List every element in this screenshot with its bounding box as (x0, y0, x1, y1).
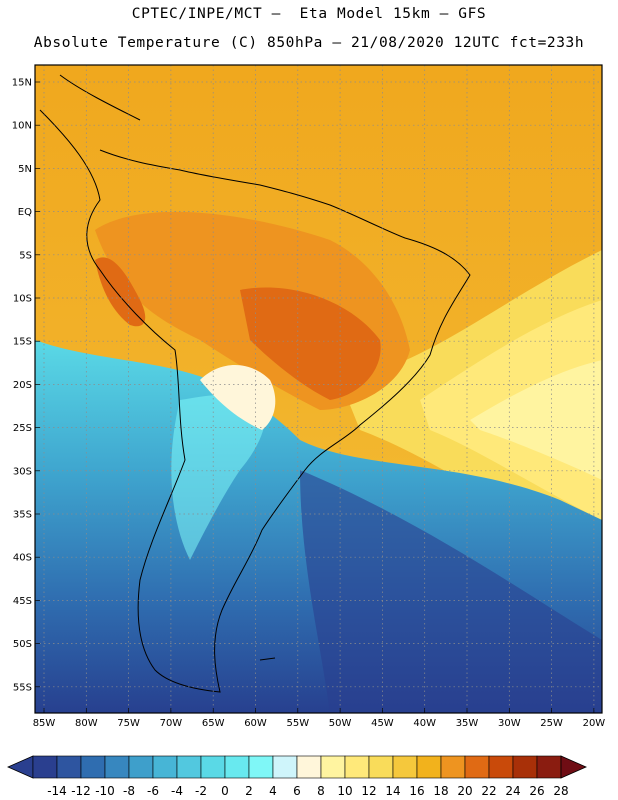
colorbar-cell (128, 755, 154, 779)
colorbar-label: -6 (147, 784, 159, 798)
lat-label: 10S (13, 294, 32, 305)
colorbar-label: -2 (195, 784, 207, 798)
lon-label: 35W (456, 718, 479, 729)
colorbar-cell (176, 755, 202, 779)
colorbar-label: 22 (481, 784, 496, 798)
lon-label: 70W (160, 718, 183, 729)
colorbar-label: 28 (553, 784, 568, 798)
longitude-labels: 85W 80W 75W 70W 65W 60W 55W 50W 45W 40W 35W 30W 25W 2… (33, 718, 606, 729)
lat-label: 20S (13, 380, 32, 391)
colorbar-label: 16 (409, 784, 424, 798)
colorbar-cell (152, 755, 178, 779)
lat-label: 55S (13, 682, 32, 693)
colorbar-cell (320, 755, 346, 779)
colorbar-label: 24 (505, 784, 520, 798)
colorbar-cell (368, 755, 394, 779)
lat-label: 25S (13, 423, 32, 434)
lat-label: 5S (19, 250, 32, 261)
lon-label: 25W (540, 718, 563, 729)
lat-label: 45S (13, 596, 32, 607)
colorbar-cell (104, 755, 130, 779)
lon-label: 75W (117, 718, 140, 729)
colorbar-cell (440, 755, 466, 779)
colorbar-cell (272, 755, 298, 779)
colorbar-label: 18 (433, 784, 448, 798)
lon-label: 30W (498, 718, 521, 729)
coastlines (39, 74, 471, 693)
colorbar-cell (512, 755, 538, 779)
colorbar-label: 10 (337, 784, 352, 798)
colorbar-label: 2 (245, 784, 253, 798)
colorbar-label: 14 (385, 784, 400, 798)
lon-label: 85W (33, 718, 56, 729)
lat-label: EQ (18, 207, 32, 218)
colorbar-cell (488, 755, 514, 779)
lat-label: 50S (13, 639, 32, 650)
latitude-labels: 15N 10N 5N EQ 5S 10S 15S 20S 25S 30S 35S 40S 45S 50S 5… (12, 78, 32, 694)
lon-label: 45W (371, 718, 394, 729)
colorbar-label: 0 (221, 784, 229, 798)
colorbar-cell (296, 755, 322, 779)
lon-label: 20W (583, 718, 606, 729)
temperature-field (35, 65, 602, 713)
lon-label: 80W (75, 718, 98, 729)
colorbar-label: 12 (361, 784, 376, 798)
map-frame (34, 64, 603, 714)
colorbar-label: 20 (457, 784, 472, 798)
lon-label: 65W (202, 718, 225, 729)
lat-label: 35S (13, 510, 32, 521)
colorbar-cell (344, 755, 370, 779)
colorbar-cell (224, 755, 250, 779)
colorbar-label: 4 (269, 784, 277, 798)
colorbar-label: 6 (293, 784, 301, 798)
colorbar-cell (464, 755, 490, 779)
lon-label: 60W (244, 718, 267, 729)
colorbar-label: -4 (171, 784, 183, 798)
colorbar-cell (416, 755, 442, 779)
colorbar-label: 26 (529, 784, 544, 798)
colorbar-label: -12 (71, 784, 91, 798)
lat-label: 15S (13, 337, 32, 348)
graticule (35, 65, 602, 713)
colorbar-cell (248, 755, 274, 779)
title-line-1: CPTEC/INPE/MCT – Eta Model 15km – GFS (131, 6, 487, 22)
lon-label: 50W (329, 718, 352, 729)
colorbar-cell (536, 755, 562, 779)
colorbar-label: 8 (317, 784, 325, 798)
colorbar-label: -14 (47, 784, 67, 798)
lon-label: 40W (413, 718, 436, 729)
colorbar-cell (80, 755, 106, 779)
lat-label: 5N (18, 164, 32, 175)
title-line-2: Absolute Temperature (C) 850hPa – 21/08/… (33, 35, 585, 51)
colorbar-cell (32, 755, 58, 779)
colorbar-arrow-left (7, 755, 34, 779)
colorbar-label: -10 (95, 784, 115, 798)
colorbar-cell (56, 755, 82, 779)
lat-label: 40S (13, 553, 32, 564)
lon-label: 55W (286, 718, 309, 729)
colorbar-arrow-right (560, 755, 587, 779)
colorbar-cell (200, 755, 226, 779)
colorbar-cell (392, 755, 418, 779)
lat-label: 10N (12, 121, 32, 132)
colorbar-label: -8 (123, 784, 135, 798)
lat-label: 30S (13, 466, 32, 477)
lat-label: 15N (12, 78, 32, 89)
